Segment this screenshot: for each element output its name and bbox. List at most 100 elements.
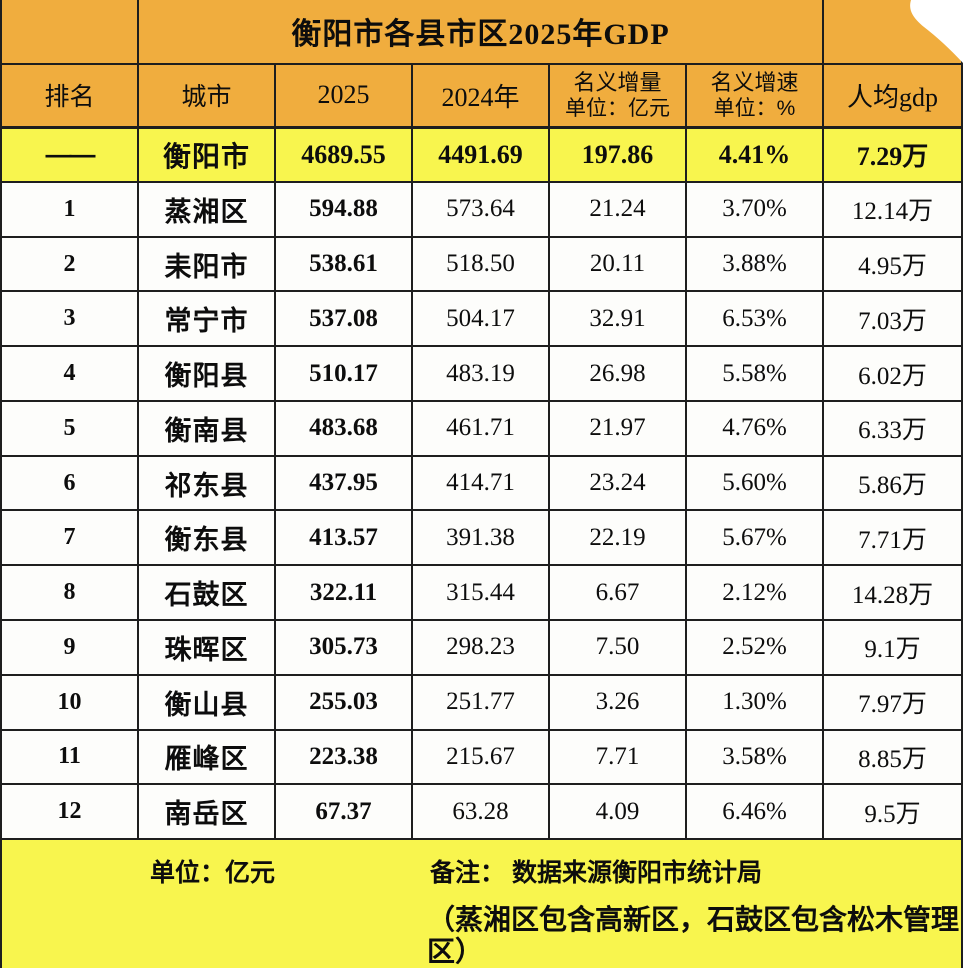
unit-label: 单位：亿元 bbox=[150, 859, 276, 888]
per-capita-cell: 12.14万 bbox=[851, 198, 934, 226]
district-inclusion-note: （蒸湘区包含高新区，石鼓区包含松木管理区） bbox=[427, 904, 960, 968]
column-header-row: 排名 城市 2025 2024年 名义增量 单位：亿元 名义增速 单位：% 人均… bbox=[2, 64, 961, 130]
summary-increment: 197.86 bbox=[550, 129, 687, 181]
per-capita-cell: 4.95万 bbox=[858, 253, 927, 280]
header-nominal-growth-unit: 单位：% bbox=[713, 96, 796, 120]
summary-gdp-2024: 4491.69 bbox=[413, 129, 550, 181]
header-nominal-increment: 名义增量 单位：亿元 bbox=[550, 64, 687, 127]
city-cell: 石鼓区 bbox=[139, 566, 276, 619]
table-row: 3 常宁市 537.08 504.17 32.91 6.53% 7.03万 bbox=[2, 292, 961, 348]
city-cell: 雁峰区 bbox=[139, 730, 276, 784]
gdp-2024-cell: 504.17 bbox=[413, 292, 550, 346]
increment-cell: 22.19 bbox=[550, 511, 687, 565]
per-capita-cell: 6.02万 bbox=[858, 362, 927, 390]
gdp-2025-cell: 510.17 bbox=[276, 347, 413, 400]
per-capita-cell: 7.71万 bbox=[858, 526, 927, 554]
growth-cell: 5.58% bbox=[687, 347, 824, 400]
header-2025: 2025 bbox=[276, 64, 413, 127]
growth-cell: 3.70% bbox=[687, 182, 824, 236]
gdp-2025-cell: 483.68 bbox=[276, 401, 413, 455]
title-row: 衡阳市各县市区2025年GDP bbox=[2, 0, 961, 65]
growth-cell: 3.58% bbox=[687, 730, 824, 784]
city-cell: 祁东县 bbox=[139, 456, 276, 510]
gdp-2025-cell: 538.61 bbox=[276, 237, 413, 291]
growth-cell: 1.30% bbox=[687, 675, 824, 729]
gdp-2024-cell: 414.71 bbox=[413, 456, 550, 510]
table-row: 9 珠晖区 305.73 298.23 7.50 2.52% 9.1万 bbox=[2, 620, 961, 676]
increment-cell: 23.24 bbox=[550, 456, 687, 510]
rank-cell: 1 bbox=[2, 182, 139, 236]
table-row: 10 衡山县 255.03 251.77 3.26 1.30% 7.97万 bbox=[2, 675, 961, 731]
rank-cell: 5 bbox=[2, 401, 139, 455]
per-capita-cell: 8.85万 bbox=[858, 745, 927, 773]
rank-cell: 3 bbox=[2, 292, 139, 346]
gdp-2025-cell: 437.95 bbox=[276, 456, 413, 510]
summary-rank-dash: —— bbox=[2, 129, 139, 181]
header-2024: 2024年 bbox=[413, 64, 550, 127]
gdp-2025-cell: 223.38 bbox=[276, 730, 413, 784]
city-cell: 衡东县 bbox=[139, 511, 276, 565]
table-row: 5 衡南县 483.68 461.71 21.97 4.76% 6.33万 bbox=[2, 401, 961, 457]
summary-row-hengyang-city: —— 衡阳市 4689.55 4491.69 197.86 4.41% 7.29… bbox=[2, 129, 961, 183]
gdp-2025-cell: 322.11 bbox=[276, 566, 413, 619]
gdp-2024-cell: 215.67 bbox=[413, 730, 550, 784]
increment-cell: 21.24 bbox=[550, 182, 687, 236]
gdp-2025-cell: 594.88 bbox=[276, 182, 413, 236]
gdp-2024-cell: 391.38 bbox=[413, 511, 550, 565]
growth-cell: 5.67% bbox=[687, 511, 824, 565]
table-row: 2 耒阳市 538.61 518.50 20.11 3.88% 4.95万 bbox=[2, 237, 961, 293]
table-row: 4 衡阳县 510.17 483.19 26.98 5.58% 6.02万 bbox=[2, 347, 961, 402]
header-nominal-growth: 名义增速 单位：% bbox=[687, 64, 824, 127]
increment-cell: 7.50 bbox=[550, 620, 687, 674]
gdp-2025-cell: 305.73 bbox=[276, 620, 413, 674]
city-cell: 南岳区 bbox=[139, 785, 276, 839]
table-row: 1 蒸湘区 594.88 573.64 21.24 3.70% 12.14万 bbox=[2, 182, 961, 238]
rank-cell: 6 bbox=[2, 456, 139, 510]
growth-cell: 3.88% bbox=[687, 237, 824, 291]
header-nominal-growth-label: 名义增速 bbox=[710, 69, 799, 95]
increment-cell: 7.71 bbox=[550, 730, 687, 784]
header-per-capita-gdp: 人均gdp bbox=[846, 82, 938, 112]
per-capita-cell: 5.86万 bbox=[858, 472, 927, 500]
increment-cell: 32.91 bbox=[550, 292, 687, 346]
summary-growth: 4.41% bbox=[687, 129, 824, 181]
growth-cell: 6.46% bbox=[687, 785, 824, 839]
header-rank: 排名 bbox=[2, 64, 139, 127]
per-capita-cell: 9.5万 bbox=[864, 800, 921, 828]
summary-gdp-2025: 4689.55 bbox=[276, 129, 413, 181]
growth-cell: 6.53% bbox=[687, 292, 824, 346]
gdp-2025-cell: 255.03 bbox=[276, 675, 413, 729]
gdp-2025-cell: 413.57 bbox=[276, 511, 413, 565]
growth-cell: 2.52% bbox=[687, 620, 824, 674]
increment-cell: 6.67 bbox=[550, 566, 687, 619]
gdp-2024-cell: 461.71 bbox=[413, 401, 550, 455]
table-row: 6 祁东县 437.95 414.71 23.24 5.60% 5.86万 bbox=[2, 456, 961, 512]
gdp-2024-cell: 483.19 bbox=[413, 347, 550, 400]
title-row-empty-right bbox=[824, 0, 961, 63]
increment-cell: 3.26 bbox=[550, 675, 687, 729]
rank-cell: 11 bbox=[2, 730, 139, 784]
rank-cell: 8 bbox=[2, 566, 139, 619]
header-nominal-increment-label: 名义增量 bbox=[573, 69, 662, 95]
table-row: 11 雁峰区 223.38 215.67 7.71 3.58% 8.85万 bbox=[2, 730, 961, 786]
title-row-empty-left bbox=[2, 0, 139, 63]
gdp-2024-cell: 251.77 bbox=[413, 675, 550, 729]
table-row: 7 衡东县 413.57 391.38 22.19 5.67% 7.71万 bbox=[2, 511, 961, 567]
gdp-2024-cell: 518.50 bbox=[413, 237, 550, 291]
increment-cell: 21.97 bbox=[550, 401, 687, 455]
increment-cell: 20.11 bbox=[550, 237, 687, 291]
growth-cell: 5.60% bbox=[687, 456, 824, 510]
rank-cell: 10 bbox=[2, 675, 139, 729]
rank-cell: 7 bbox=[2, 511, 139, 565]
source-note: 备注： 数据来源衡阳市统计局 bbox=[430, 859, 762, 888]
gdp-2024-cell: 298.23 bbox=[413, 620, 550, 674]
increment-cell: 26.98 bbox=[550, 347, 687, 400]
increment-cell: 4.09 bbox=[550, 785, 687, 839]
footer-line2: （蒸湘区包含高新区，石鼓区包含松木管理区） bbox=[2, 904, 961, 968]
footer-line1: 单位：亿元 备注： 数据来源衡阳市统计局 bbox=[2, 858, 961, 888]
rank-cell: 2 bbox=[2, 237, 139, 291]
city-cell: 衡南县 bbox=[139, 401, 276, 455]
growth-cell: 2.12% bbox=[687, 566, 824, 619]
